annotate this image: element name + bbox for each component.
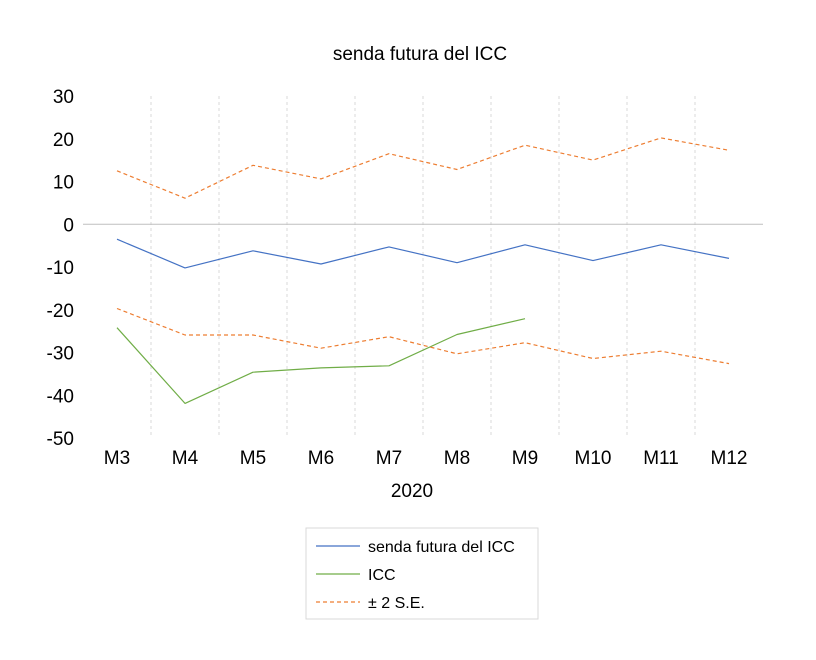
chart-title: senda futura del ICC bbox=[333, 44, 507, 65]
x-tick-label: M3 bbox=[104, 448, 130, 469]
x-tick-label: M5 bbox=[240, 448, 266, 469]
series-line-icc bbox=[116, 318, 526, 404]
x-axis-title: 2020 bbox=[391, 481, 433, 502]
legend-label: ± 2 S.E. bbox=[368, 595, 425, 612]
y-tick-label: -30 bbox=[47, 344, 74, 365]
axes: 30 20 10 0 -10 -20 -30 -40 -50 M3 M4 M5 M6 M7 M8 M9 M10 M… bbox=[47, 87, 763, 469]
x-tick-label: M6 bbox=[308, 448, 334, 469]
series-lines bbox=[116, 137, 730, 404]
series-line-2-s-e bbox=[116, 137, 730, 199]
y-tick-label: -50 bbox=[47, 429, 74, 450]
y-tick-label: -40 bbox=[47, 386, 74, 407]
y-tick-label: -20 bbox=[47, 301, 74, 322]
y-tick-label: -10 bbox=[47, 258, 74, 279]
y-tick-label: 30 bbox=[53, 87, 74, 108]
x-tick-label: M4 bbox=[172, 448, 199, 469]
series-line-band-lower bbox=[116, 307, 730, 365]
x-tick-label: M9 bbox=[512, 448, 538, 469]
y-tick-label: 20 bbox=[53, 130, 74, 151]
y-tick-label: 0 bbox=[63, 215, 74, 236]
x-tick-label: M12 bbox=[711, 448, 748, 469]
legend: senda futura del ICC ICC ± 2 S.E. bbox=[305, 527, 539, 620]
x-tick-label: M11 bbox=[643, 448, 679, 469]
x-tick-label: M8 bbox=[444, 448, 470, 469]
y-tick-label: 10 bbox=[53, 173, 74, 194]
series-line-senda-futura-del-icc bbox=[116, 238, 730, 269]
gridlines bbox=[150, 96, 696, 438]
x-tick-label: M10 bbox=[575, 448, 612, 469]
legend-label: senda futura del ICC bbox=[368, 539, 515, 556]
x-tick-label: M7 bbox=[376, 448, 402, 469]
legend-label: ICC bbox=[368, 567, 396, 584]
